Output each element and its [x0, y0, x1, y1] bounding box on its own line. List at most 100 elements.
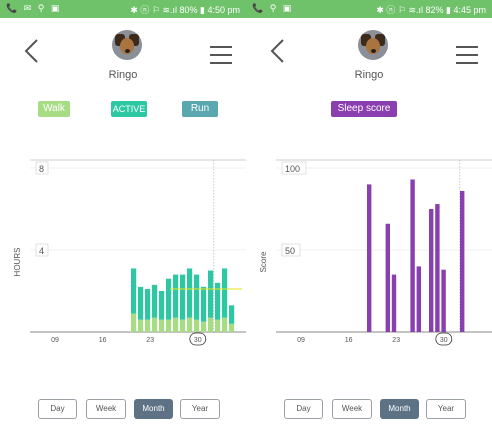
- walk-bar: [180, 319, 186, 332]
- sleep-score-bar: [460, 190, 465, 332]
- notification-icons: 📞 ✉ ⚲ ▣: [6, 3, 62, 13]
- walk-bar: [187, 317, 193, 332]
- active-bar: [222, 268, 228, 318]
- dog-ear-icon: [361, 34, 371, 46]
- sleep-score-chart: 10050Score09162330Dec. 2018: [259, 159, 492, 346]
- tab-year[interactable]: Year: [426, 399, 466, 419]
- activity-chart: 84HOURS09162330Dec. 2018: [13, 159, 246, 346]
- y-axis-label: HOURS: [13, 248, 22, 277]
- active-bar: [131, 268, 137, 314]
- dog-face-icon: [120, 38, 134, 54]
- y-tick-label: 8: [39, 164, 44, 174]
- x-tick-label: 16: [99, 337, 107, 344]
- y-tick-label: 100: [285, 164, 300, 174]
- x-tick-label: 16: [345, 337, 353, 344]
- sleep-score-bar: [391, 274, 397, 332]
- sleep-screen: 📞 ⚲ ▣ ✱ ⓝ ⚐ ≋.ıl 82% ▮ 4:45 pm Ringo Sle…: [246, 0, 492, 429]
- x-tick-label: 30: [440, 337, 448, 344]
- pet-name: Ringo: [108, 69, 138, 81]
- x-tick-label: 09: [297, 337, 305, 344]
- active-bar: [180, 274, 186, 320]
- walk-bar: [201, 321, 207, 332]
- tab-year[interactable]: Year: [180, 399, 220, 419]
- status-bar: 📞 ✉ ⚲ ▣ ✱ ⓝ ⚐ ≋.ıl 80% ▮ 4:50 pm: [0, 0, 246, 18]
- tab-day[interactable]: Day: [38, 399, 77, 419]
- y-tick-label: 50: [285, 246, 295, 256]
- x-tick-label: 30: [194, 337, 202, 344]
- sleep-score-bar: [441, 269, 446, 332]
- status-info: ✱ ⓝ ⚐ ≋.ıl 80% ▮ 4:50 pm: [130, 5, 240, 15]
- sleep-score-bar: [416, 266, 421, 332]
- y-axis-label: Score: [259, 251, 268, 272]
- sleep-score-bar: [435, 204, 440, 332]
- period-tabs: Day Week Month Year: [246, 399, 492, 419]
- dog-ear-icon: [115, 34, 125, 46]
- active-bar: [194, 274, 200, 320]
- walk-bar: [131, 313, 137, 332]
- tab-week[interactable]: Week: [332, 399, 372, 419]
- dog-nose-icon: [371, 49, 376, 53]
- tab-week[interactable]: Week: [86, 399, 126, 419]
- avatar[interactable]: [358, 30, 388, 60]
- walk-bar: [138, 319, 144, 332]
- y-tick-label: 4: [39, 246, 44, 256]
- status-info: ✱ ⓝ ⚐ ≋.ıl 82% ▮ 4:45 pm: [376, 5, 486, 15]
- x-tick-label: 09: [51, 337, 59, 344]
- sleep-score-bar: [429, 209, 434, 332]
- walk-bar: [166, 319, 172, 332]
- filter-sleep-score-button[interactable]: Sleep score: [331, 101, 397, 117]
- status-bar: 📞 ⚲ ▣ ✱ ⓝ ⚐ ≋.ıl 82% ▮ 4:45 pm: [246, 0, 492, 18]
- active-bar: [138, 286, 144, 320]
- avatar[interactable]: [112, 30, 142, 60]
- sleep-score-bar: [367, 184, 372, 332]
- walk-bar: [229, 323, 235, 332]
- active-bar: [215, 282, 221, 320]
- walk-bar: [215, 319, 221, 332]
- walk-bar: [194, 319, 200, 332]
- menu-icon[interactable]: [210, 46, 232, 64]
- active-bar: [187, 268, 193, 318]
- x-tick-highlight: [189, 332, 207, 346]
- walk-bar: [145, 319, 151, 332]
- dog-ear-icon: [129, 34, 139, 46]
- dog-face-icon: [366, 38, 380, 54]
- walk-bar: [159, 319, 165, 332]
- y-tick-box: [35, 161, 49, 175]
- active-bar: [166, 278, 172, 320]
- walk-bar: [173, 317, 179, 332]
- y-tick-box: [281, 243, 301, 257]
- filter-walk-button[interactable]: Walk: [38, 101, 70, 117]
- x-tick-label: 23: [146, 337, 154, 344]
- x-tick-label: 23: [392, 337, 400, 344]
- y-tick-box: [281, 161, 307, 175]
- tab-month[interactable]: Month: [380, 399, 419, 419]
- walk-bar: [208, 317, 214, 332]
- back-arrow-icon[interactable]: [268, 38, 286, 64]
- tab-month[interactable]: Month: [134, 399, 173, 419]
- notification-icons: 📞 ⚲ ▣: [252, 3, 294, 13]
- tab-day[interactable]: Day: [284, 399, 323, 419]
- activity-screen: 📞 ✉ ⚲ ▣ ✱ ⓝ ⚐ ≋.ıl 80% ▮ 4:50 pm Ringo W…: [0, 0, 246, 419]
- filter-active-button[interactable]: ACTIVE: [111, 101, 147, 117]
- active-bar: [173, 274, 179, 318]
- filter-run-button[interactable]: Run: [182, 101, 218, 117]
- dog-nose-icon: [125, 49, 130, 53]
- active-bar: [201, 286, 207, 322]
- menu-icon[interactable]: [456, 46, 478, 64]
- pet-name: Ringo: [354, 69, 384, 81]
- active-bar: [208, 270, 214, 318]
- active-bar: [152, 284, 158, 318]
- active-bar: [229, 305, 235, 324]
- y-tick-box: [35, 243, 49, 257]
- sleep-score-bar: [385, 223, 390, 332]
- back-arrow-icon[interactable]: [22, 38, 40, 64]
- active-bar: [145, 288, 151, 320]
- walk-bar: [222, 317, 228, 332]
- period-tabs: Day Week Month Year: [0, 399, 246, 419]
- dog-ear-icon: [375, 34, 385, 46]
- active-bar: [159, 291, 165, 320]
- sleep-score-bar: [410, 179, 415, 332]
- walk-bar: [152, 317, 158, 332]
- x-tick-highlight: [435, 332, 453, 346]
